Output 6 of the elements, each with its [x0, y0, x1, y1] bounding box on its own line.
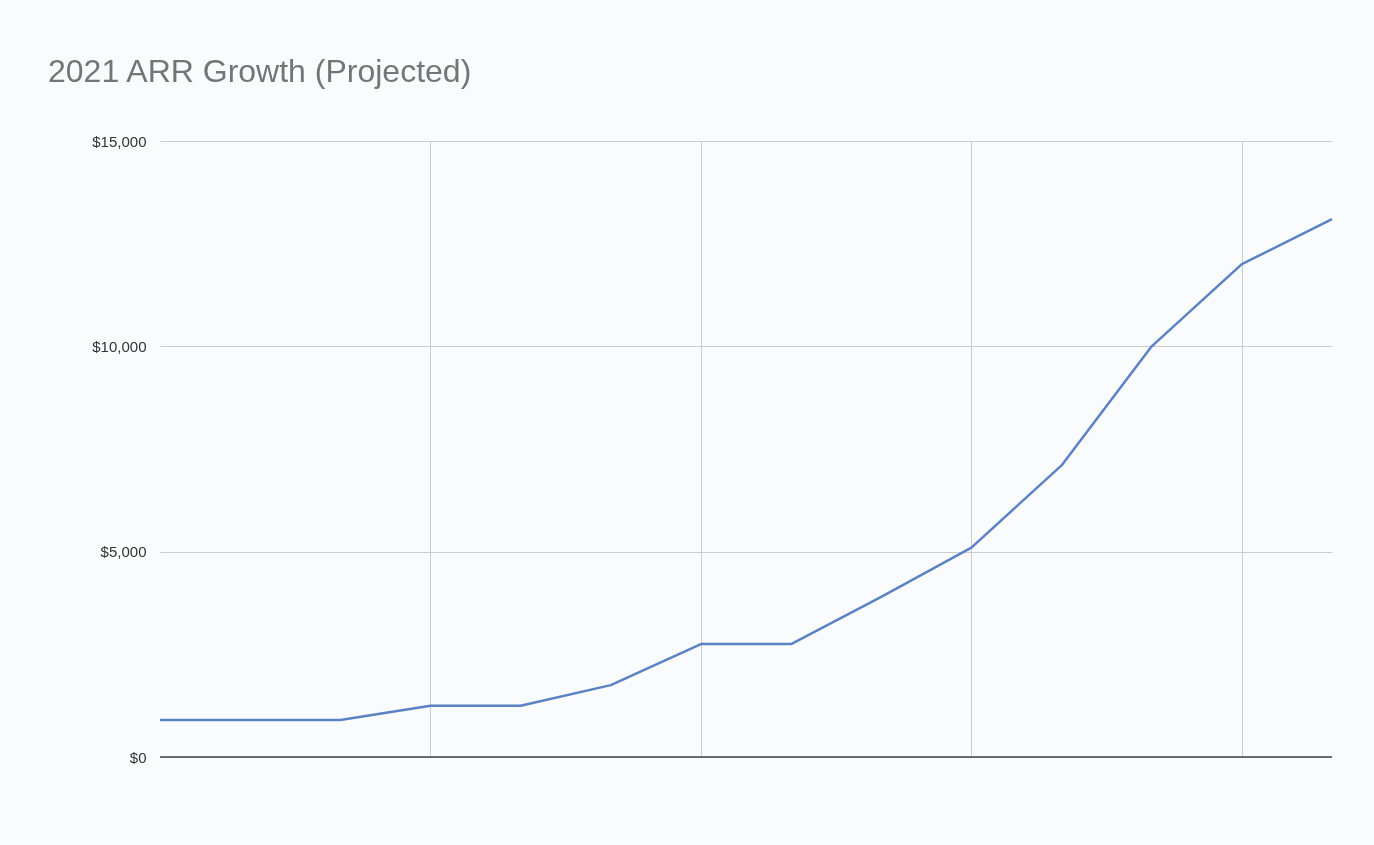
y-tick-label: $10,000: [92, 337, 147, 355]
y-tick-label: $0: [129, 748, 147, 766]
line-series: [158, 217, 1334, 722]
y-tick-label: $5,000: [100, 543, 147, 561]
chart-title: 2021 ARR Growth (Projected): [48, 53, 472, 89]
y-tick-label: $15,000: [92, 132, 147, 150]
